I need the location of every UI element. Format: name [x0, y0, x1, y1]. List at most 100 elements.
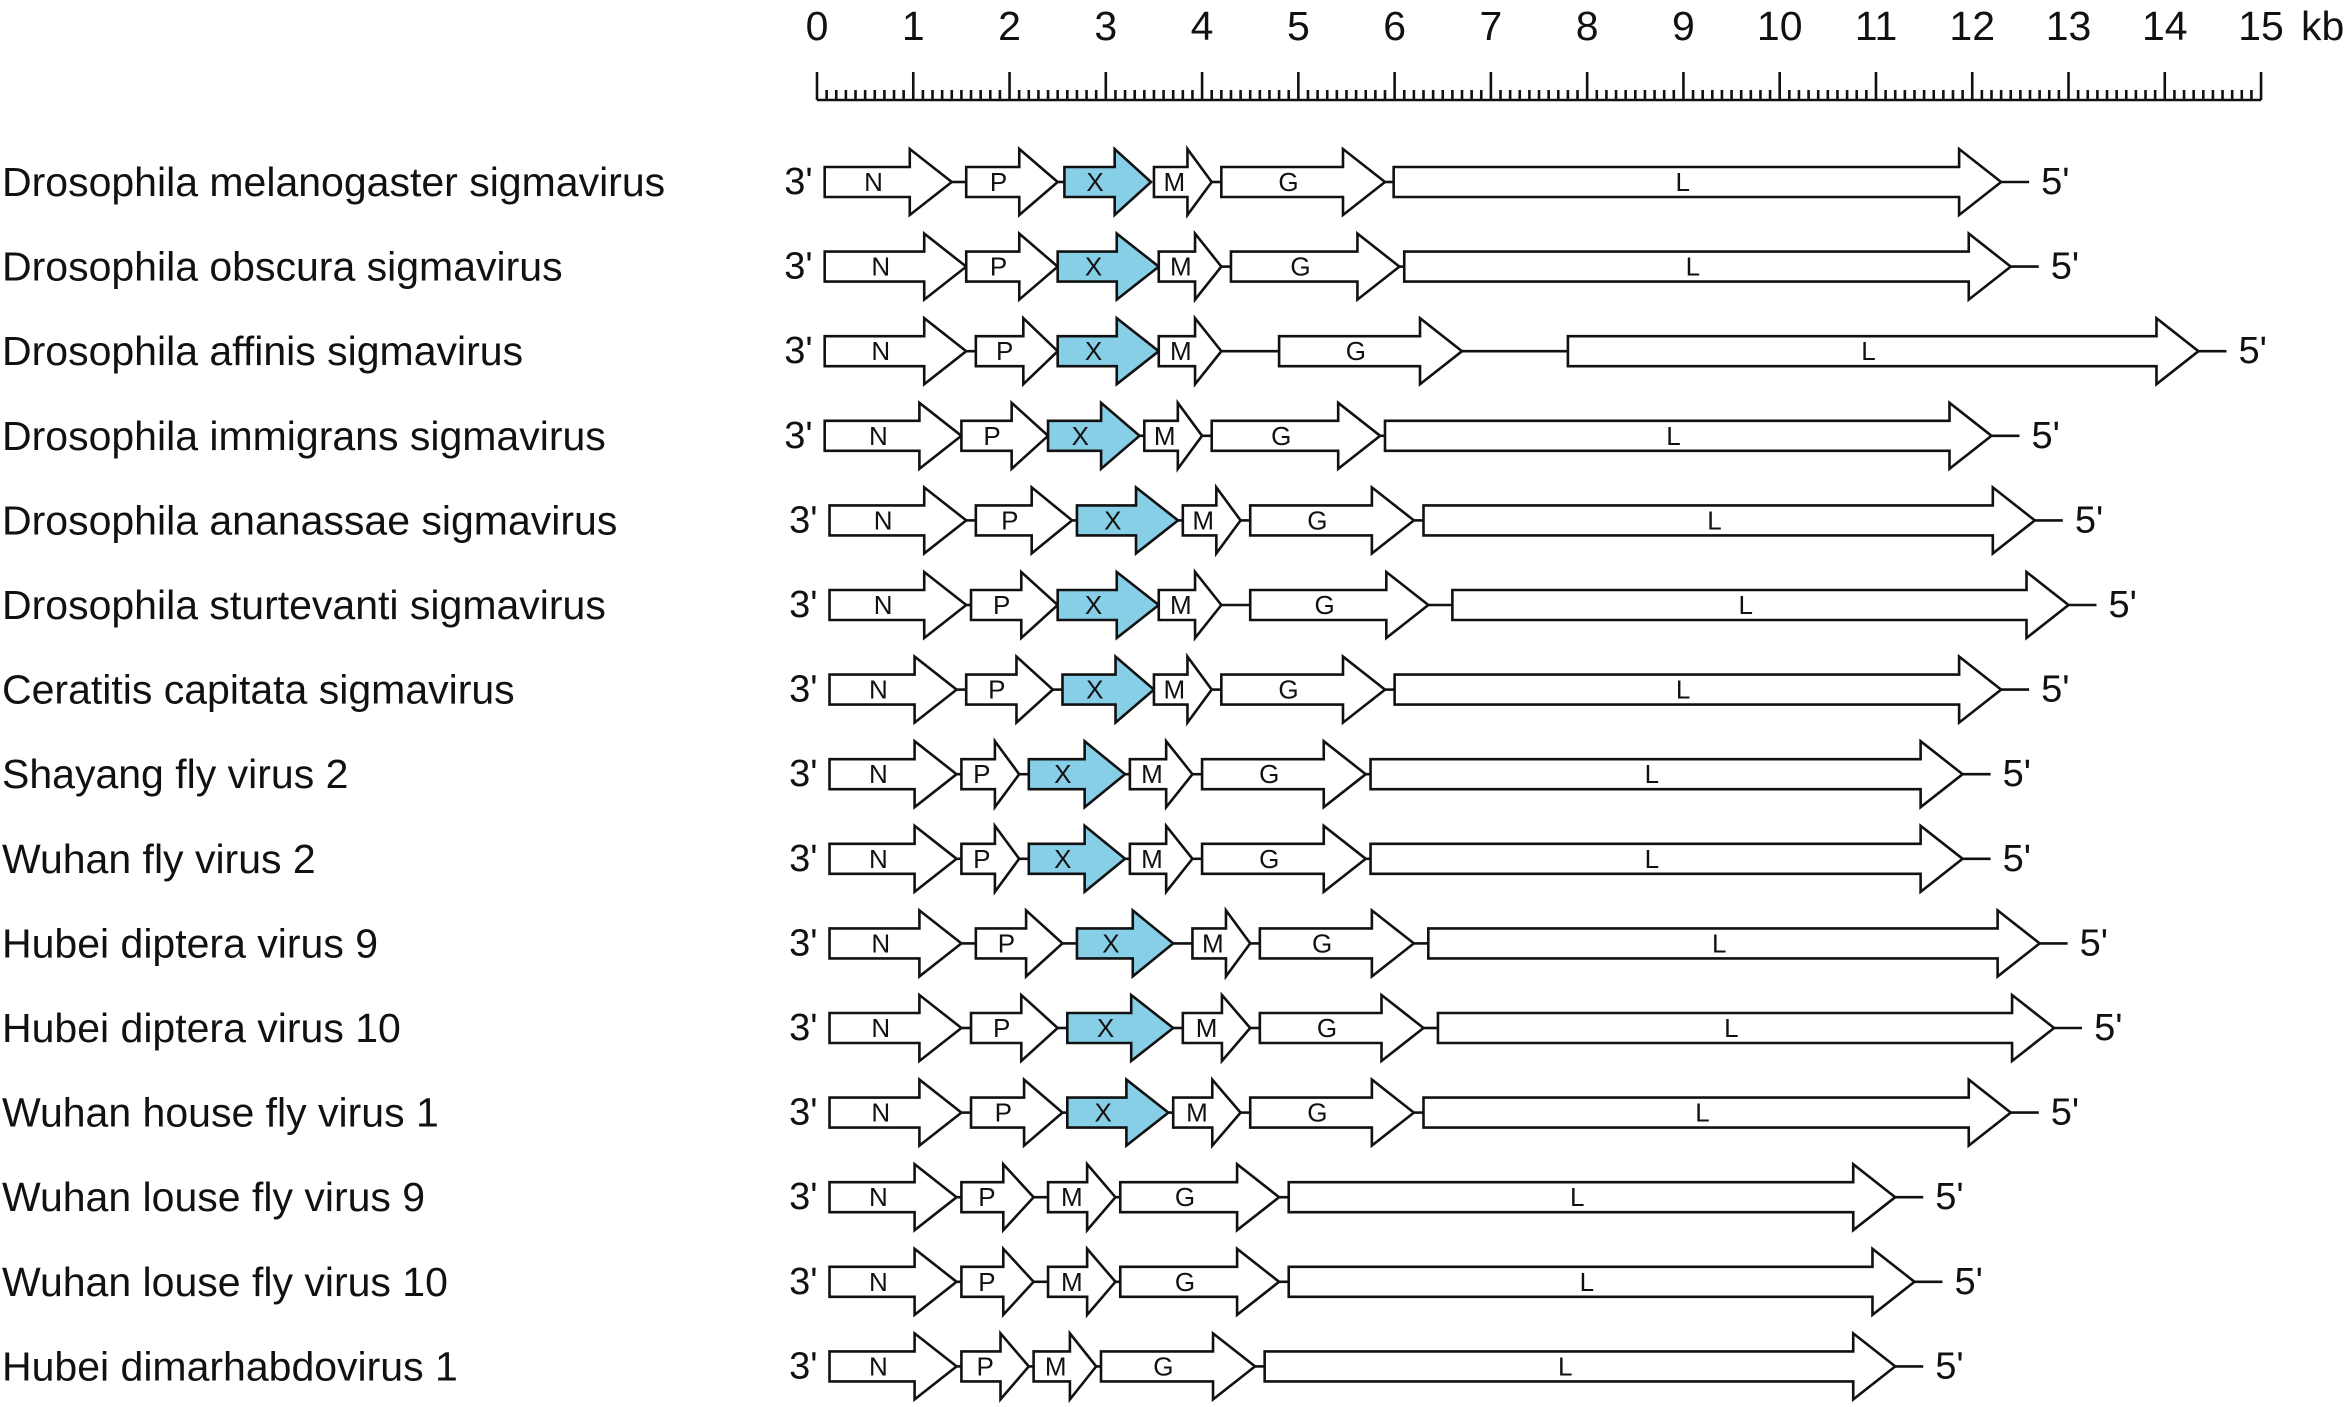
gene-g-arrow — [1220, 146, 1388, 218]
gene-label: P — [978, 1267, 995, 1297]
gene-label: G — [1307, 1098, 1327, 1128]
virus-row: Hubei diptera virus 10 3' 5' N P X M G L — [2, 991, 2122, 1065]
gene-label: L — [1695, 1098, 1709, 1128]
gene-x-arrow — [1063, 146, 1153, 218]
gene-n-arrow — [828, 653, 959, 726]
scale-tick-label: 10 — [1757, 3, 1803, 49]
five-prime-label: 5' — [1935, 1176, 1963, 1218]
gene-label: L — [1739, 590, 1753, 620]
gene-label: X — [1094, 1098, 1111, 1128]
five-prime-label: 5' — [1954, 1261, 1982, 1303]
gene-label: L — [1645, 759, 1659, 789]
three-prime-label: 3' — [789, 1007, 817, 1049]
virus-row: Drosophila immigrans sigmavirus 3' 5' N P X M G… — [2, 398, 2060, 473]
gene-label: G — [1290, 252, 1310, 282]
virus-name: Shayang fly virus 2 — [2, 751, 348, 797]
gene-label: N — [869, 759, 888, 789]
gene-label: P — [973, 844, 990, 874]
virus-rows: Drosophila melanogaster sigmavirus 3' 5' N P… — [2, 145, 2267, 1404]
scale-tick-label: 14 — [2142, 3, 2188, 49]
scale-tick-label: 11 — [1855, 3, 1898, 49]
gene-g-arrow — [1200, 823, 1368, 895]
virus-row: Wuhan louse fly virus 10 3' 5' N P M G L — [2, 1245, 1983, 1319]
gene-g-arrow — [1229, 230, 1402, 303]
gene-label: X — [1097, 1013, 1114, 1043]
virus-name: Drosophila immigrans sigmavirus — [2, 413, 606, 459]
virus-name: Ceratitis capitata sigmavirus — [2, 667, 515, 713]
gene-x-arrow — [1046, 399, 1142, 472]
gene-label: N — [864, 167, 883, 197]
gene-g-arrow — [1248, 484, 1416, 557]
scale-tick-label: 12 — [1949, 3, 1995, 49]
gene-x-arrow — [1061, 653, 1156, 726]
scale-tick-label: 0 — [806, 3, 829, 49]
five-prime-label: 5' — [2003, 838, 2031, 880]
gene-g-arrow — [1258, 907, 1416, 980]
gene-g-arrow — [1210, 400, 1383, 472]
gene-p-arrow — [960, 737, 1021, 812]
gene-label: N — [869, 844, 888, 874]
virus-row: Drosophila sturtevanti sigmavirus 3' 5' N P X… — [2, 568, 2137, 642]
gene-label: M — [1141, 759, 1163, 789]
gene-l-arrow — [1287, 1246, 1917, 1318]
scale-tick-label: 15 — [2238, 3, 2284, 49]
gene-label: X — [1104, 505, 1121, 535]
gene-l-arrow — [1369, 823, 1965, 895]
gene-m-arrow — [1143, 398, 1204, 473]
gene-label: P — [973, 759, 990, 789]
gene-label: N — [871, 1013, 890, 1043]
gene-m-arrow — [1032, 1329, 1098, 1404]
gene-l-arrow — [1369, 738, 1965, 810]
gene-label: N — [869, 675, 888, 705]
gene-label: X — [1086, 167, 1103, 197]
virus-name: Drosophila affinis sigmavirus — [2, 328, 523, 374]
gene-label: N — [871, 336, 890, 366]
five-prime-label: 5' — [2003, 753, 2031, 795]
gene-g-arrow — [1118, 1161, 1282, 1233]
scale-tick-label: 5 — [1287, 3, 1310, 49]
virus-row: Drosophila ananassae sigmavirus 3' 5' N P X M G… — [2, 483, 2103, 558]
gene-l-arrow — [1451, 569, 2071, 641]
gene-l-arrow — [1566, 315, 2201, 387]
gene-label: N — [869, 421, 888, 451]
gene-label: N — [871, 1098, 890, 1128]
three-prime-label: 3' — [789, 1092, 817, 1134]
gene-label: L — [1861, 336, 1875, 366]
gene-n-arrow — [823, 230, 969, 303]
gene-x-arrow — [1056, 230, 1161, 303]
scale-tick-label: 13 — [2046, 3, 2092, 49]
gene-p-arrow — [960, 1160, 1036, 1234]
virus-row: Wuhan fly virus 2 3' 5' N P X M G L — [2, 821, 2031, 896]
three-prime-label: 3' — [789, 1176, 817, 1218]
gene-label: M — [1154, 421, 1176, 451]
gene-label: L — [1707, 505, 1721, 535]
scale-unit-label: kb — [2301, 3, 2344, 49]
gene-m-arrow — [1181, 991, 1252, 1065]
gene-label: X — [1054, 844, 1071, 874]
gene-label: N — [869, 1182, 888, 1212]
gene-p-arrow — [964, 146, 1060, 218]
gene-p-arrow — [974, 315, 1060, 388]
gene-label: G — [1175, 1267, 1195, 1297]
gene-label: L — [1645, 844, 1659, 874]
five-prime-label: 5' — [2051, 246, 2079, 288]
gene-m-arrow — [1128, 822, 1195, 896]
virus-row: Drosophila melanogaster sigmavirus 3' 5' N P… — [2, 145, 2070, 219]
virus-name: Wuhan house fly virus 1 — [2, 1090, 439, 1136]
gene-label: X — [1085, 252, 1102, 282]
gene-n-arrow — [828, 569, 969, 641]
gene-x-arrow — [1027, 823, 1128, 895]
gene-label: P — [978, 1182, 995, 1212]
gene-m-arrow — [1157, 314, 1223, 388]
gene-m-arrow — [1128, 737, 1195, 811]
gene-g-arrow — [1248, 1076, 1416, 1149]
gene-label: M — [1170, 336, 1192, 366]
five-prime-label: 5' — [1935, 1345, 1963, 1387]
gene-g-arrow — [1258, 992, 1426, 1064]
virus-name: Drosophila sturtevanti sigmavirus — [2, 582, 606, 628]
gene-label: M — [1170, 252, 1192, 282]
gene-n-arrow — [828, 1246, 959, 1318]
gene-label: P — [990, 252, 1007, 282]
scale-tick-label: 9 — [1672, 3, 1695, 49]
